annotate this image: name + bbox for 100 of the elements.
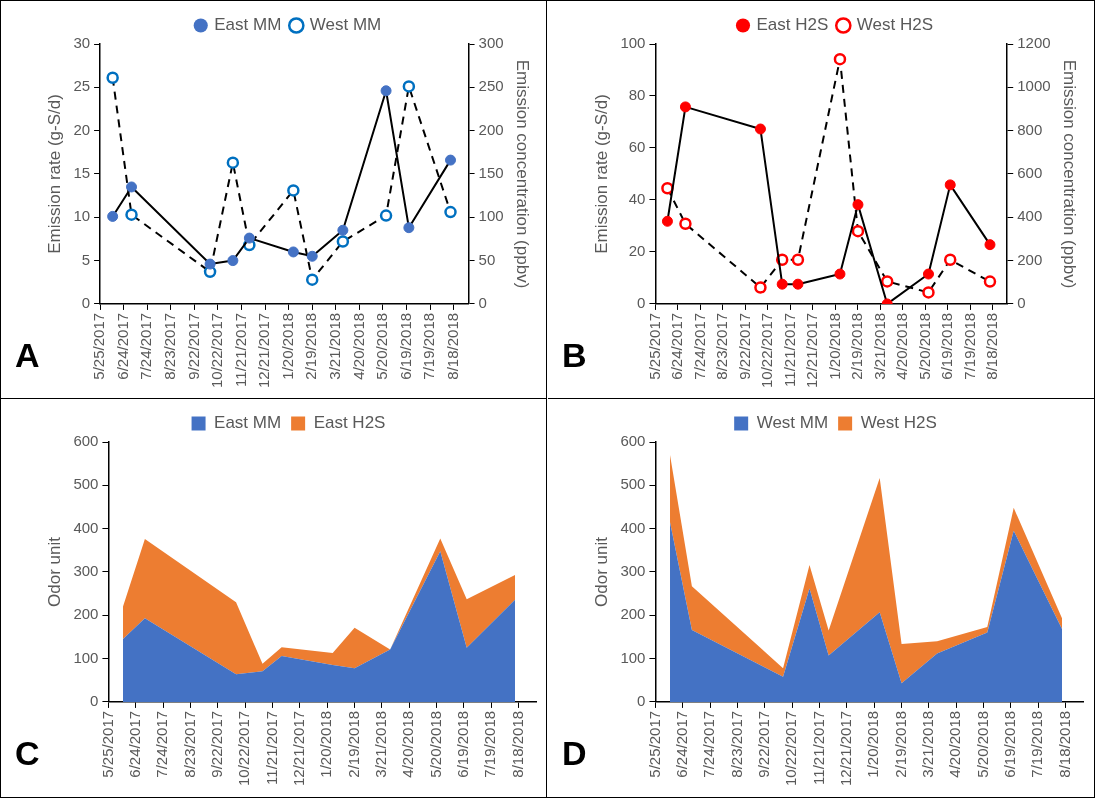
x-tick-label: 12/21/2017 — [255, 312, 273, 388]
x-tick-label: 2/19/2018 — [848, 312, 866, 380]
y-tick-label: 600 — [73, 432, 99, 450]
x-tick-label: 8/18/2018 — [983, 312, 1001, 380]
x-tick-label: 9/22/2017 — [754, 710, 772, 778]
x-tick-label: 12/21/2017 — [837, 710, 855, 786]
x-tick-label: 1/20/2018 — [317, 710, 335, 778]
y2-tick-label: 0 — [1017, 294, 1026, 312]
x-tick-label: 9/22/2017 — [184, 312, 202, 380]
y-axis-title: Odor unit — [591, 536, 611, 607]
y2-axis-title: Emission concentration (ppbv) — [513, 59, 533, 289]
x-tick-label: 8/23/2017 — [180, 710, 198, 778]
x-tick-label: 3/21/2018 — [372, 710, 390, 778]
x-tick-label: 9/22/2017 — [207, 710, 225, 778]
x-tick-label: 10/22/2017 — [758, 312, 776, 388]
x-tick-label: 4/20/2018 — [349, 312, 367, 380]
x-tick-label: 3/21/2018 — [870, 312, 888, 380]
x-tick-label: 11/21/2017 — [231, 312, 249, 387]
x-tick-label: 4/20/2018 — [399, 710, 417, 778]
x-tick-label: 1/20/2018 — [864, 710, 882, 778]
legend-label: East H2S — [313, 413, 386, 433]
x-tick-label: 6/19/2018 — [1001, 710, 1019, 778]
x-tick-label: 8/23/2017 — [713, 312, 731, 380]
y2-tick-label: 200 — [1017, 250, 1043, 268]
y-tick-label: 15 — [73, 164, 91, 182]
y2-tick-label: 250 — [478, 77, 504, 95]
x-tick-label: 6/24/2017 — [668, 312, 686, 380]
x-tick-label: 9/22/2017 — [735, 312, 753, 380]
x-tick-label: 7/19/2018 — [481, 710, 499, 778]
y-tick-label: 500 — [73, 475, 99, 493]
x-tick-label: 5/20/2018 — [426, 710, 444, 778]
x-tick-label: 12/21/2017 — [803, 312, 821, 388]
y2-tick-label: 1000 — [1017, 77, 1051, 95]
x-tick-label: 5/20/2018 — [915, 312, 933, 380]
x-tick-label: 6/24/2017 — [125, 710, 143, 778]
x-tick-label: 7/24/2017 — [137, 312, 155, 380]
x-tick-label: 4/20/2018 — [946, 710, 964, 778]
x-tick-label: 2/19/2018 — [891, 710, 909, 778]
y-tick-label: 0 — [81, 294, 91, 312]
y2-tick-label: 400 — [1017, 207, 1043, 225]
x-tick-label: 10/22/2017 — [782, 710, 800, 786]
x-tick-label: 5/20/2018 — [973, 710, 991, 778]
x-tick-label: 12/21/2017 — [290, 710, 308, 786]
x-tick-label: 2/19/2018 — [302, 312, 320, 380]
legend-label: West H2S — [856, 15, 934, 35]
y-tick-label: 40 — [628, 190, 646, 208]
legend-label: West MM — [756, 413, 829, 433]
x-tick-label: 6/19/2018 — [938, 312, 956, 380]
text: D — [562, 734, 587, 773]
y-tick-label: 60 — [628, 138, 646, 156]
y-tick-label: 600 — [620, 432, 646, 450]
y-tick-label: 400 — [620, 518, 646, 536]
x-tick-label: 8/23/2017 — [160, 312, 178, 380]
x-tick-label: 5/25/2017 — [645, 710, 663, 778]
x-tick-label: 1/20/2018 — [278, 312, 296, 380]
y-tick-label: 0 — [637, 692, 646, 710]
x-tick-label: 1/20/2018 — [825, 312, 843, 380]
legend-label: West MM — [309, 15, 382, 35]
x-tick-label: 8/18/2018 — [1055, 710, 1073, 778]
x-tick-label: 5/25/2017 — [90, 312, 108, 380]
text: B — [562, 336, 587, 375]
x-tick-label: 10/22/2017 — [208, 312, 226, 388]
y-tick-label: 100 — [620, 34, 646, 52]
y-tick-label: 200 — [73, 605, 99, 623]
y-axis-title: Odor unit — [44, 536, 64, 607]
x-tick-label: 8/18/2018 — [508, 710, 526, 778]
x-tick-label: 8/23/2017 — [727, 710, 745, 778]
y-axis-title: Emission rate (g-S/d) — [44, 94, 64, 254]
y-tick-label: 300 — [620, 562, 646, 580]
y2-tick-label: 0 — [478, 294, 487, 312]
x-tick-label: 5/25/2017 — [645, 312, 663, 380]
x-tick-label: 3/21/2018 — [919, 710, 937, 778]
y2-tick-label: 50 — [478, 250, 496, 268]
legend-label: West H2S — [860, 413, 937, 433]
y2-tick-label: 200 — [478, 120, 504, 138]
text: C — [15, 734, 40, 773]
x-tick-label: 5/20/2018 — [373, 312, 391, 380]
y2-tick-label: 150 — [478, 164, 504, 182]
y2-tick-label: 100 — [478, 207, 504, 225]
legend-label: East MM — [214, 15, 282, 35]
x-tick-label: 7/24/2017 — [690, 312, 708, 380]
y-tick-label: 100 — [620, 648, 646, 666]
y-tick-label: 25 — [73, 77, 91, 95]
x-tick-label: 11/21/2017 — [780, 312, 798, 387]
x-tick-label: 7/19/2018 — [1028, 710, 1046, 778]
y-tick-label: 80 — [628, 86, 646, 104]
y2-tick-label: 300 — [478, 34, 504, 52]
x-tick-label: 6/19/2018 — [396, 312, 414, 380]
legend-label: East H2S — [756, 15, 829, 35]
y-tick-label: 400 — [73, 518, 99, 536]
y-tick-label: 30 — [73, 34, 91, 52]
y-tick-label: 300 — [73, 562, 99, 580]
x-tick-label: 2/19/2018 — [344, 710, 362, 778]
y2-tick-label: 600 — [1017, 164, 1043, 182]
x-tick-label: 5/25/2017 — [98, 710, 116, 778]
y-tick-label: 100 — [73, 648, 99, 666]
y-tick-label: 0 — [637, 294, 646, 312]
x-tick-label: 10/22/2017 — [235, 710, 253, 786]
legend-label: East MM — [214, 413, 282, 433]
y-tick-label: 500 — [620, 475, 646, 493]
